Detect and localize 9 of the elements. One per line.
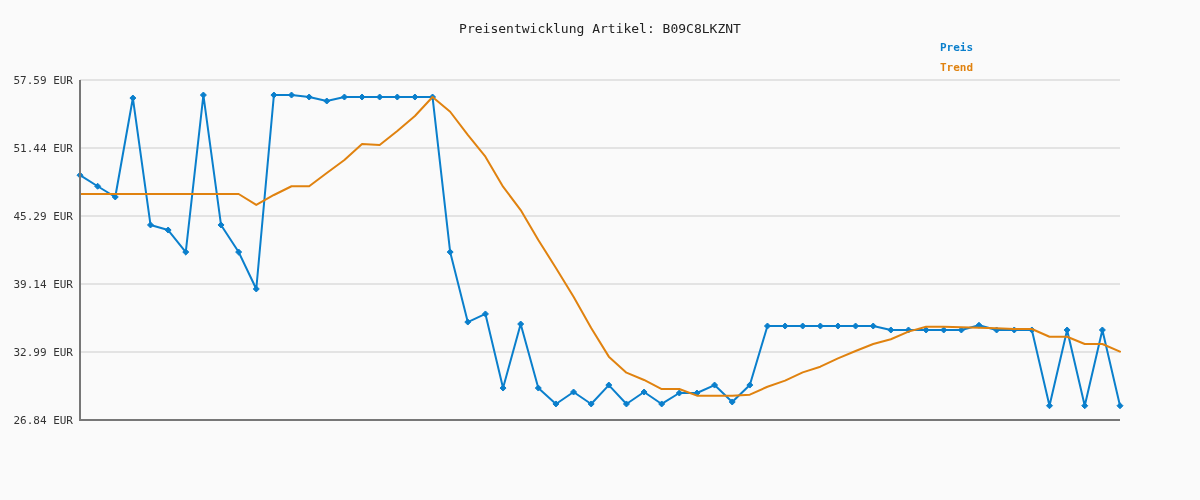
text: Trend: [940, 60, 974, 74]
y-tick-label: 26.84 EUR: [13, 413, 74, 427]
text: Preis: [940, 40, 974, 54]
y-tick-label: 39.14 EUR: [13, 277, 74, 291]
y-tick-label: 51.44 EUR: [13, 141, 74, 155]
y-tick-label: 57.59 EUR: [13, 73, 74, 87]
y-tick-label: 32.99 EUR: [13, 345, 74, 359]
chart-title: Preisentwicklung Artikel: B09C8LKZNT: [459, 21, 742, 36]
y-tick-label: 45.29 EUR: [13, 209, 74, 223]
